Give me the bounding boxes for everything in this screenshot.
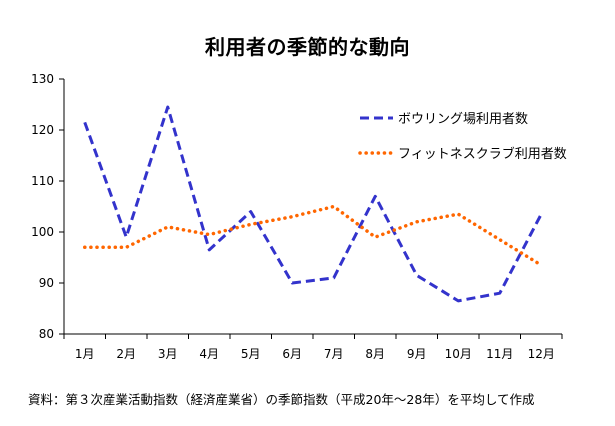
series-line-2 xyxy=(83,204,543,267)
x-tick-label: 10月 xyxy=(445,347,472,361)
x-tick-label: 3月 xyxy=(158,347,178,361)
x-tick-label: 7月 xyxy=(324,347,344,361)
chart-title: 利用者の季節的な動向 xyxy=(205,35,410,59)
x-tick-label: 12月 xyxy=(528,347,555,361)
x-tick-label: 6月 xyxy=(282,347,302,361)
x-tick-label: 1月 xyxy=(75,347,95,361)
y-tick-label: 80 xyxy=(39,327,54,341)
legend-label-2: フィットネスクラブ利用者数 xyxy=(398,146,567,162)
series-line-1 xyxy=(83,105,543,303)
x-tick-label: 5月 xyxy=(241,347,261,361)
legend-label-1: ボウリング場利用者数 xyxy=(398,112,528,127)
y-tick-label: 120 xyxy=(31,123,54,137)
y-tick-label: 110 xyxy=(31,174,54,188)
x-tick-label: 9月 xyxy=(407,347,427,361)
x-tick-label: 4月 xyxy=(199,347,219,361)
y-tick-label: 130 xyxy=(31,72,54,86)
y-tick-label: 90 xyxy=(39,276,54,290)
x-tick-label: 11月 xyxy=(486,347,513,361)
y-tick-label: 100 xyxy=(31,225,54,239)
x-tick-label: 8月 xyxy=(365,347,385,361)
source-note: 資料：第３次産業活動指数（経済産業省）の季節指数（平成20年～28年）を平均して… xyxy=(28,392,535,407)
x-tick-label: 2月 xyxy=(116,347,136,361)
